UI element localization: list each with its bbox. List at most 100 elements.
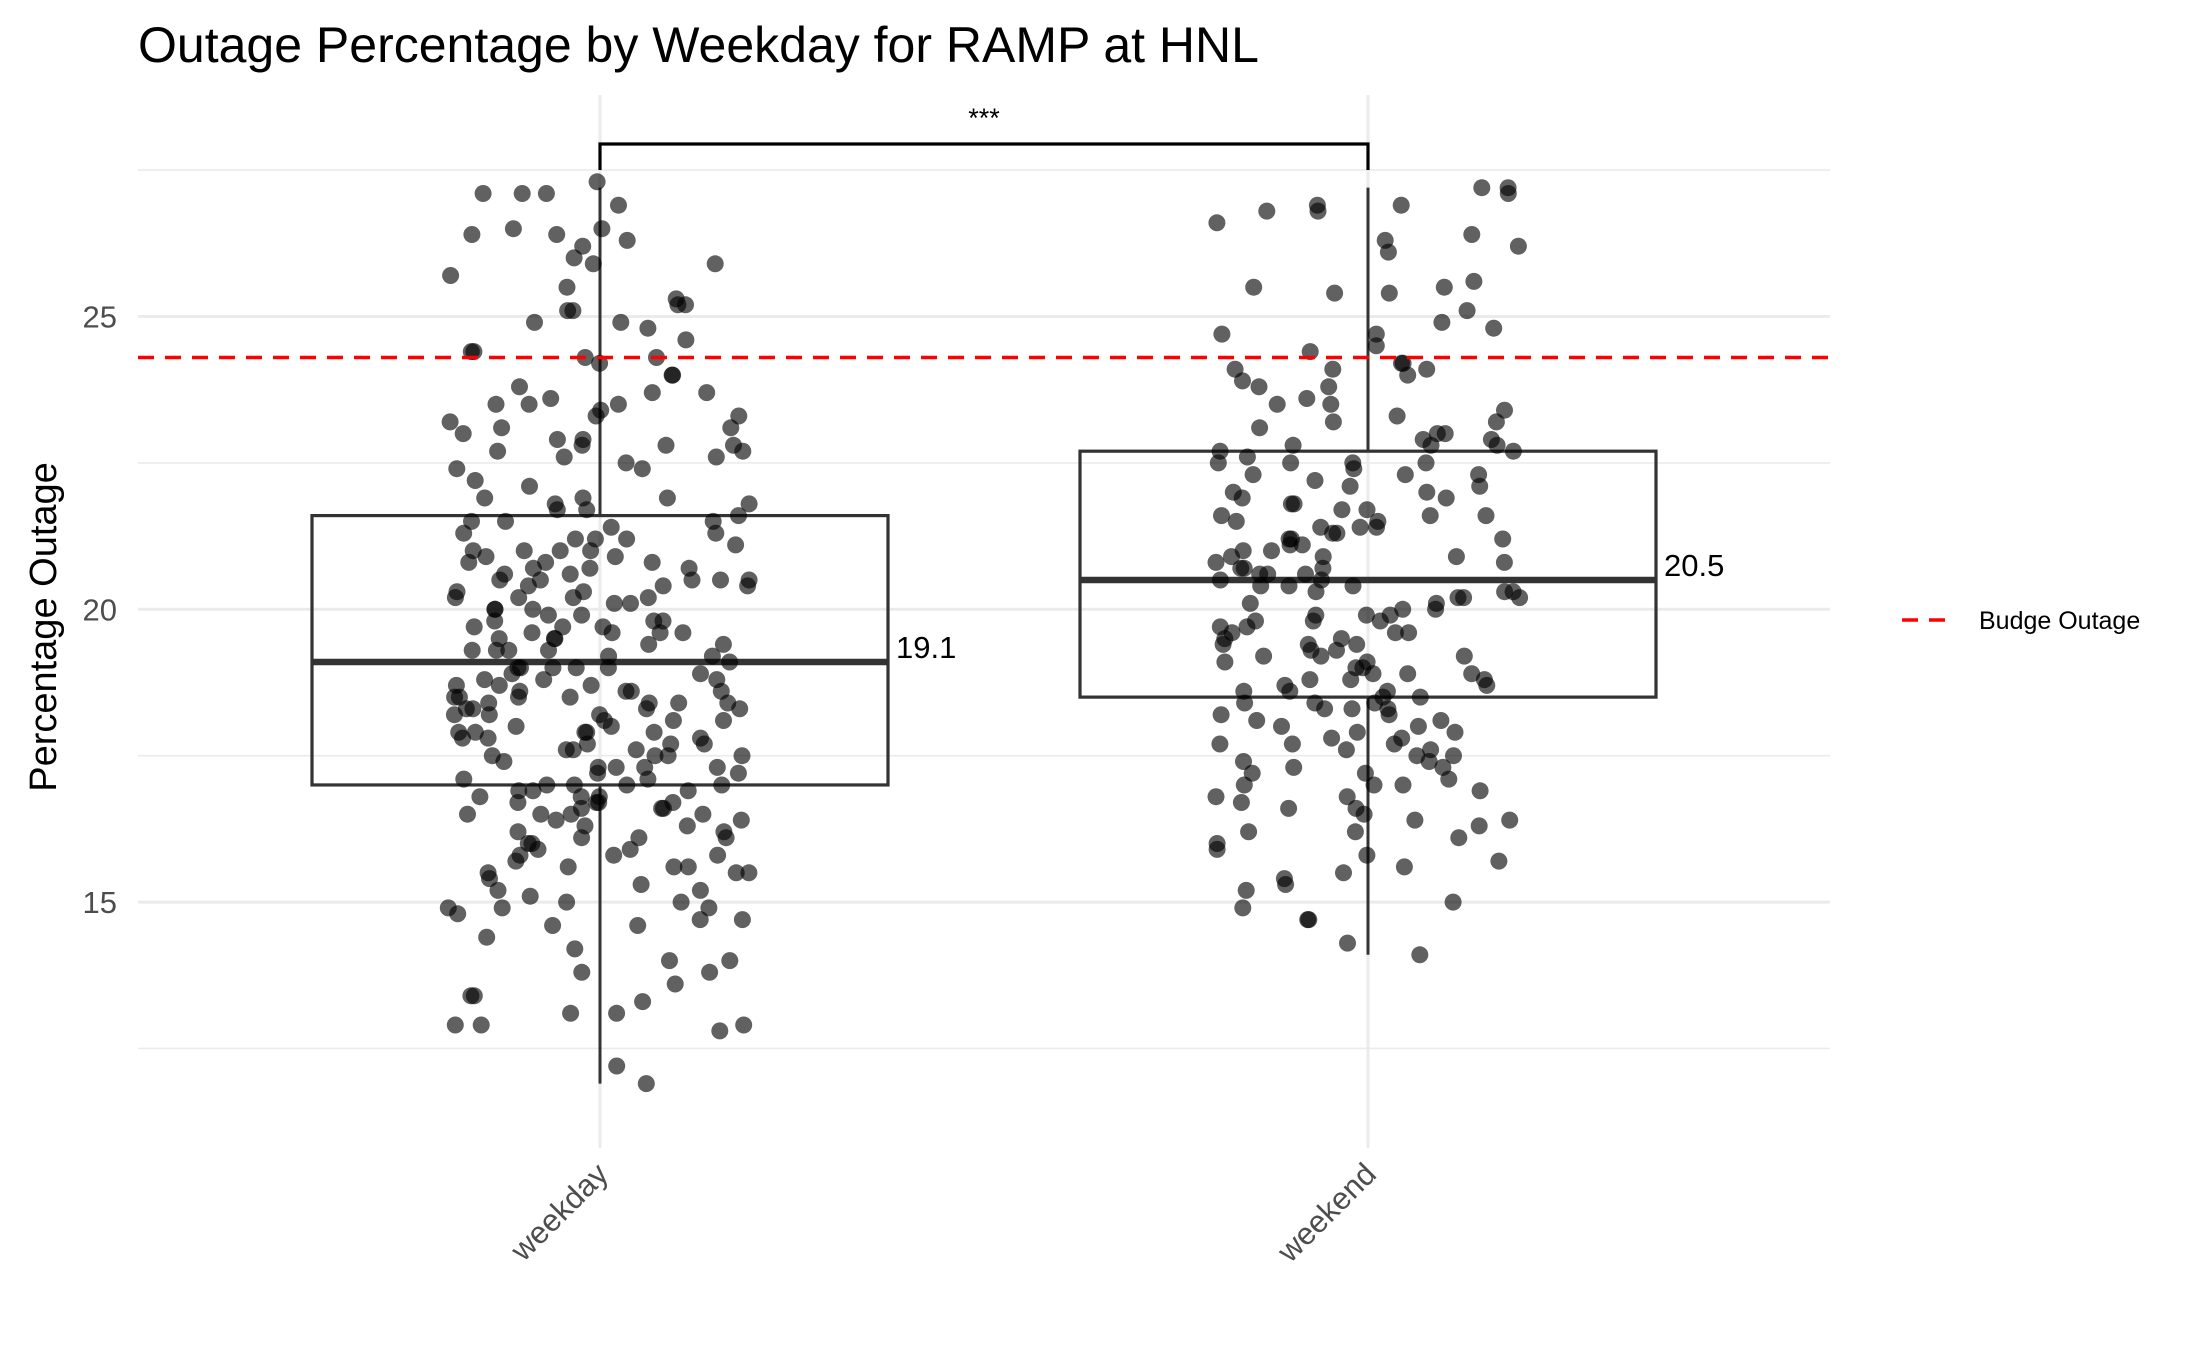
data-point bbox=[455, 524, 473, 542]
data-point bbox=[637, 1075, 655, 1093]
data-point bbox=[450, 723, 468, 741]
data-point bbox=[595, 712, 613, 729]
data-point bbox=[546, 495, 564, 513]
data-point bbox=[646, 747, 664, 765]
data-point bbox=[1324, 413, 1342, 431]
data-point bbox=[1208, 214, 1226, 232]
data-point bbox=[1435, 278, 1453, 296]
data-point bbox=[1209, 454, 1227, 472]
data-point bbox=[664, 366, 682, 384]
data-point bbox=[1341, 477, 1359, 495]
data-point bbox=[1511, 589, 1529, 607]
data-point bbox=[578, 723, 596, 741]
data-point bbox=[562, 1004, 580, 1022]
data-point bbox=[1432, 712, 1450, 729]
iqr-box bbox=[1078, 449, 1658, 699]
data-point bbox=[481, 870, 498, 888]
data-point bbox=[639, 770, 657, 788]
data-point bbox=[1411, 688, 1429, 706]
data-point bbox=[489, 442, 507, 460]
data-point bbox=[1216, 653, 1234, 671]
data-point bbox=[1501, 811, 1519, 829]
data-point bbox=[1344, 577, 1362, 595]
data-point bbox=[664, 712, 682, 729]
data-point bbox=[1307, 583, 1325, 601]
data-point bbox=[474, 185, 492, 202]
data-point bbox=[524, 782, 542, 800]
data-point bbox=[618, 231, 636, 249]
data-point bbox=[566, 530, 584, 548]
data-point bbox=[1280, 577, 1298, 595]
data-point bbox=[701, 963, 719, 981]
data-point bbox=[698, 384, 716, 402]
data-point bbox=[1380, 284, 1398, 302]
data-point bbox=[510, 688, 527, 706]
data-point bbox=[1343, 700, 1361, 718]
data-point bbox=[1428, 425, 1446, 443]
data-point bbox=[1226, 360, 1244, 378]
data-point bbox=[1312, 647, 1330, 665]
data-point bbox=[1299, 911, 1317, 929]
data-point bbox=[1499, 179, 1517, 197]
data-point bbox=[643, 384, 661, 402]
data-point bbox=[1449, 589, 1467, 607]
data-point bbox=[1324, 524, 1342, 542]
data-point bbox=[510, 589, 528, 607]
data-point bbox=[1247, 612, 1264, 630]
data-point bbox=[670, 694, 688, 712]
data-point bbox=[707, 524, 725, 542]
data-point bbox=[1280, 530, 1298, 548]
data-point bbox=[1293, 536, 1311, 554]
data-point bbox=[446, 1016, 464, 1034]
data-point bbox=[1348, 635, 1366, 653]
data-point bbox=[1306, 472, 1324, 489]
data-point bbox=[478, 928, 496, 946]
data-point bbox=[1437, 489, 1455, 507]
data-point bbox=[1276, 676, 1294, 694]
data-point bbox=[1211, 735, 1229, 753]
data-point bbox=[480, 694, 498, 712]
data-point bbox=[1399, 665, 1417, 683]
data-point bbox=[447, 676, 465, 694]
data-point bbox=[460, 553, 478, 571]
data-point bbox=[547, 811, 565, 829]
data-point bbox=[1213, 325, 1231, 343]
data-point bbox=[555, 448, 573, 466]
data-point bbox=[683, 571, 701, 589]
data-point bbox=[1282, 495, 1300, 513]
data-point bbox=[643, 553, 661, 571]
significance-label: *** bbox=[968, 103, 1000, 133]
data-point bbox=[1482, 431, 1500, 448]
data-point bbox=[1409, 717, 1427, 735]
data-point bbox=[721, 952, 739, 970]
median-value-label: 19.1 bbox=[896, 630, 956, 665]
data-point bbox=[1475, 671, 1493, 689]
data-point bbox=[733, 747, 751, 765]
data-point bbox=[1494, 530, 1512, 548]
data-point bbox=[1509, 237, 1527, 255]
data-point bbox=[1301, 671, 1319, 689]
data-point bbox=[573, 606, 591, 624]
data-point bbox=[496, 565, 514, 583]
data-point bbox=[630, 829, 648, 847]
data-point bbox=[1208, 835, 1226, 852]
data-point bbox=[1378, 682, 1396, 700]
data-point bbox=[1250, 378, 1268, 396]
data-point bbox=[618, 776, 636, 794]
data-point bbox=[1235, 559, 1253, 577]
data-point bbox=[1395, 858, 1413, 876]
data-point bbox=[1427, 600, 1445, 618]
data-point bbox=[548, 431, 566, 448]
data-point bbox=[567, 659, 585, 677]
data-point bbox=[554, 618, 572, 636]
data-point bbox=[532, 805, 550, 823]
data-point bbox=[612, 313, 630, 331]
data-point bbox=[558, 278, 576, 296]
data-point bbox=[1241, 594, 1259, 612]
data-point bbox=[1211, 571, 1229, 589]
data-point bbox=[1323, 729, 1341, 747]
data-point bbox=[466, 723, 484, 741]
data-point bbox=[1396, 466, 1414, 484]
data-point bbox=[617, 454, 635, 472]
